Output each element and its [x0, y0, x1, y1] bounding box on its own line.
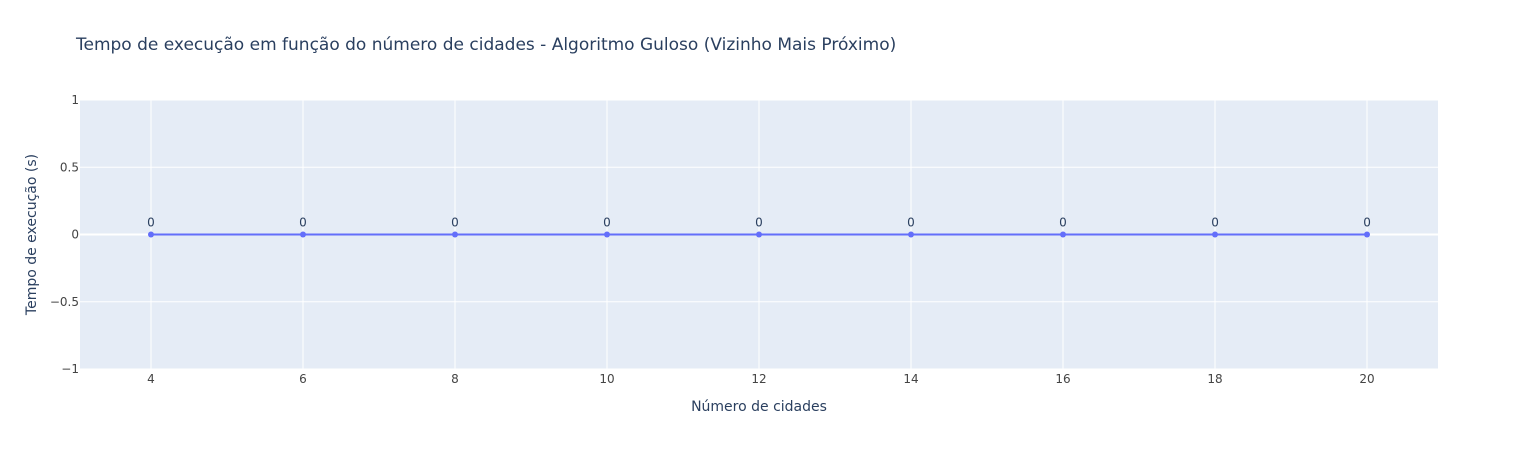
data-label: 0	[1211, 216, 1219, 230]
x-tick-label: 14	[903, 372, 918, 386]
x-tick-label: 20	[1359, 372, 1374, 386]
data-point	[1060, 231, 1067, 238]
data-label: 0	[755, 216, 763, 230]
data-label: 0	[907, 216, 915, 230]
x-tick-label: 4	[147, 372, 155, 386]
data-point	[603, 231, 610, 238]
y-tick-label: 0	[71, 228, 79, 242]
data-label: 0	[147, 216, 155, 230]
y-tick-label: −1	[61, 362, 79, 376]
series-layer: 0 0 0 0 0 0 0 0 0	[147, 216, 1371, 238]
y-tick-label: −0.5	[50, 295, 79, 309]
data-point	[147, 231, 154, 238]
x-axis-label: Número de cidades	[691, 399, 827, 415]
y-tick-label: 0.5	[60, 160, 79, 174]
data-label: 0	[451, 216, 459, 230]
data-point	[451, 231, 458, 238]
chart-title: Tempo de execução em função do número de…	[75, 35, 896, 55]
data-point	[756, 231, 762, 238]
x-tick-label: 10	[599, 372, 614, 386]
x-tick-label: 8	[451, 372, 459, 386]
data-point	[299, 231, 306, 238]
data-point	[1212, 231, 1219, 238]
data-label: 0	[299, 216, 307, 230]
axis-ticks: 4 6 8 10 12 14 16 18 20 −1 −0.5 0 0.5 1	[50, 93, 1375, 386]
data-point	[1364, 231, 1371, 238]
x-tick-label: 18	[1207, 372, 1222, 386]
x-tick-label: 12	[751, 372, 766, 386]
x-tick-label: 16	[1055, 372, 1070, 386]
data-label: 0	[1363, 216, 1371, 230]
data-label: 0	[603, 216, 611, 230]
y-axis-label: Tempo de execução (s)	[24, 154, 40, 316]
x-tick-label: 6	[299, 372, 307, 386]
data-label: 0	[1059, 216, 1067, 230]
y-tick-label: 1	[71, 93, 79, 107]
data-point	[908, 231, 915, 238]
